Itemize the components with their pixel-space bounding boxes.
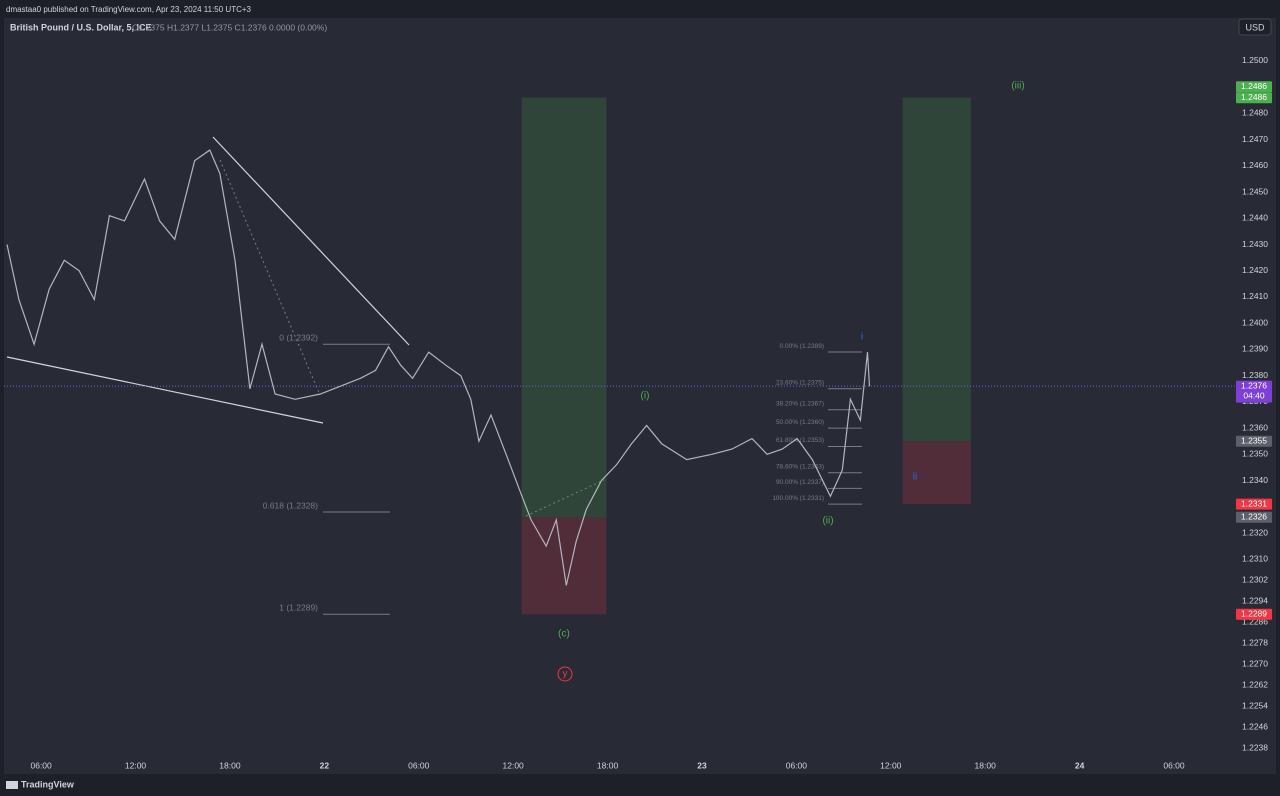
y-tick-label: 1.2360 [1242,422,1268,432]
price-tag-countdown: 04:40 [1243,390,1265,400]
y-tick-label: 1.2420 [1242,265,1268,275]
fib-label: 100.00% (1.2331) [772,495,824,502]
y-tick-label: 1.2320 [1242,527,1268,537]
price-tag-label: 1.2486 [1241,81,1267,91]
x-tick-label: 06:00 [786,760,808,770]
x-tick-label: 06:00 [30,760,52,770]
y-tick-label: 1.2470 [1242,134,1268,144]
price-tag-label: 1.2376 [1241,380,1267,390]
plot-background [4,18,1236,774]
wave-label: ii [913,472,917,483]
position-loss [521,517,607,615]
wave-label: (iii) [1011,81,1024,92]
x-tick-label: 18:00 [975,760,997,770]
x-tick-label: 23 [697,760,707,770]
y-tick-label: 1.2480 [1242,108,1268,118]
fib-label: 50.00% (1.2360) [776,419,824,426]
fib-label: 0 (1.2392) [279,332,318,342]
price-tag [1236,435,1272,447]
price-tag [1236,608,1272,620]
wave-label: (c) [558,629,570,640]
y-tick-label: 1.2390 [1242,344,1268,354]
y-tick-label: 1.2460 [1242,160,1268,170]
x-tick-label: 12:00 [125,760,147,770]
brand-logo [6,781,18,789]
y-tick-label: 1.2294 [1242,595,1268,605]
fib-label: 0.618 (1.2328) [263,500,318,510]
ohlc: O1.2375 H1.2377 L1.2375 C1.2376 0.0000 (… [132,22,327,32]
price-tag-label: 1.2355 [1241,435,1267,445]
price-tag [1236,498,1272,510]
chart-layer: 0 (1.2392) 0.618 (1.2328) 1 (1.2289) 0.00% … [4,55,1272,770]
price-line [6,149,871,586]
y-tick-label: 1.2350 [1242,449,1268,459]
y-tick-label: 1.2310 [1242,553,1268,563]
y-tick-label: 1.2270 [1242,658,1268,668]
y-tick-label: 1.2440 [1242,213,1268,223]
y-tick-label: 1.2450 [1242,186,1268,196]
symbol: British Pound / U.S. Dollar, 5, ICE [10,22,152,32]
price-tag-label: 1.2326 [1241,512,1267,522]
fib-label: 78.60% (1.2343) [776,463,824,470]
wave-label: y [563,669,568,680]
fib-label: 38.20% (1.2367) [776,400,824,407]
y-tick-label: 1.2380 [1242,370,1268,380]
y-tick-label: 1.2302 [1242,574,1268,584]
currency-button[interactable] [1238,18,1272,36]
x-tick-label: 12:00 [503,760,525,770]
price-tag [1236,380,1272,403]
fib-label: 1 (1.2289) [279,603,318,613]
x-tick-label: 22 [320,760,330,770]
currency: USD [1245,22,1265,32]
y-tick-label: 1.2254 [1242,700,1268,710]
y-tick-label: 1.2246 [1242,721,1268,731]
fib-label: 61.80% (1.2353) [776,437,824,444]
fib-label: 23.60% (1.2375) [776,379,824,386]
x-tick-label: 06:00 [408,760,430,770]
fib-label: 90.00% (1.2337) [776,479,824,486]
position-profit [521,97,607,518]
price-tag-label: 1.2289 [1241,609,1267,619]
y-tick-label: 1.2340 [1242,475,1268,485]
wave-label: (i) [641,391,650,402]
price-tag-label: 1.2486 [1241,92,1267,102]
y-tick-label: 1.2262 [1242,679,1268,689]
trend-line [6,356,324,424]
brand: TradingView [6,779,75,789]
annotation-circle [557,666,573,682]
price-tag-label: 1.2331 [1241,498,1267,508]
y-tick-label: 1.2278 [1242,637,1268,647]
y-tick-label: 1.2238 [1242,742,1268,752]
position-profit [902,97,971,442]
x-tick-label: 12:00 [880,760,902,770]
y-tick-label: 1.2286 [1242,616,1268,626]
price-tag [1236,511,1272,523]
x-tick-label: 06:00 [1163,760,1185,770]
fib-label: 0.00% (1.2389) [780,343,824,350]
x-tick-label: 18:00 [597,760,619,770]
brand-name: TradingView [21,779,75,789]
trend-line [212,136,410,346]
dotted-line [525,479,605,517]
position-loss [902,441,971,505]
wave-label: (ii) [822,516,833,527]
publisher: dmastaa0 published on TradingView.com, A… [6,5,252,14]
price-tag [1236,92,1272,104]
y-tick-label: 1.2400 [1242,317,1268,327]
y-tick-label: 1.2410 [1242,291,1268,301]
wave-label: i [861,332,863,343]
y-tick-label: 1.2500 [1242,55,1268,65]
price-tag [1236,81,1272,93]
x-tick-label: 24 [1075,760,1085,770]
x-tick-label: 18:00 [219,760,241,770]
y-tick-label: 1.2430 [1242,239,1268,249]
